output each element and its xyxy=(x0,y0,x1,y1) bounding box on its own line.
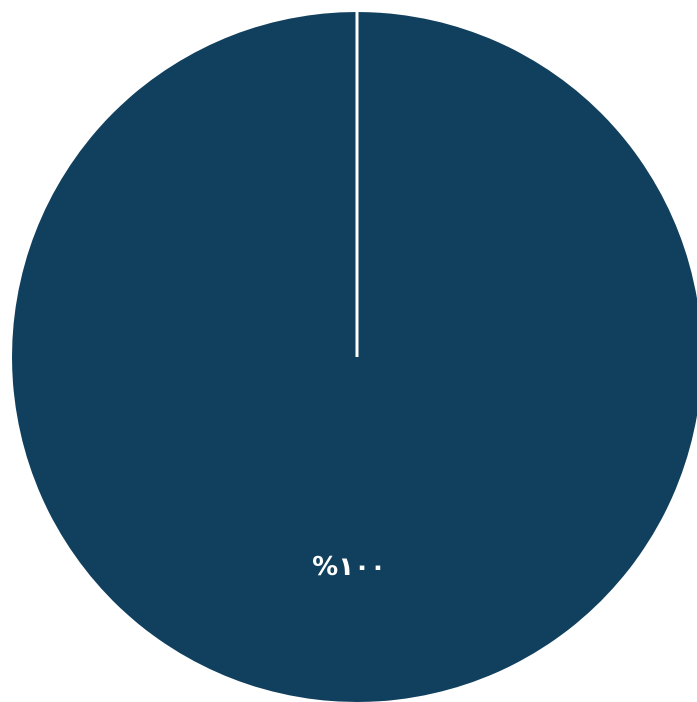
pie-slice-label-0: %١٠٠ xyxy=(312,552,386,582)
pie-slices xyxy=(12,10,697,702)
pie-slice-0 xyxy=(12,12,697,702)
pie-labels: %١٠٠ xyxy=(312,552,386,582)
